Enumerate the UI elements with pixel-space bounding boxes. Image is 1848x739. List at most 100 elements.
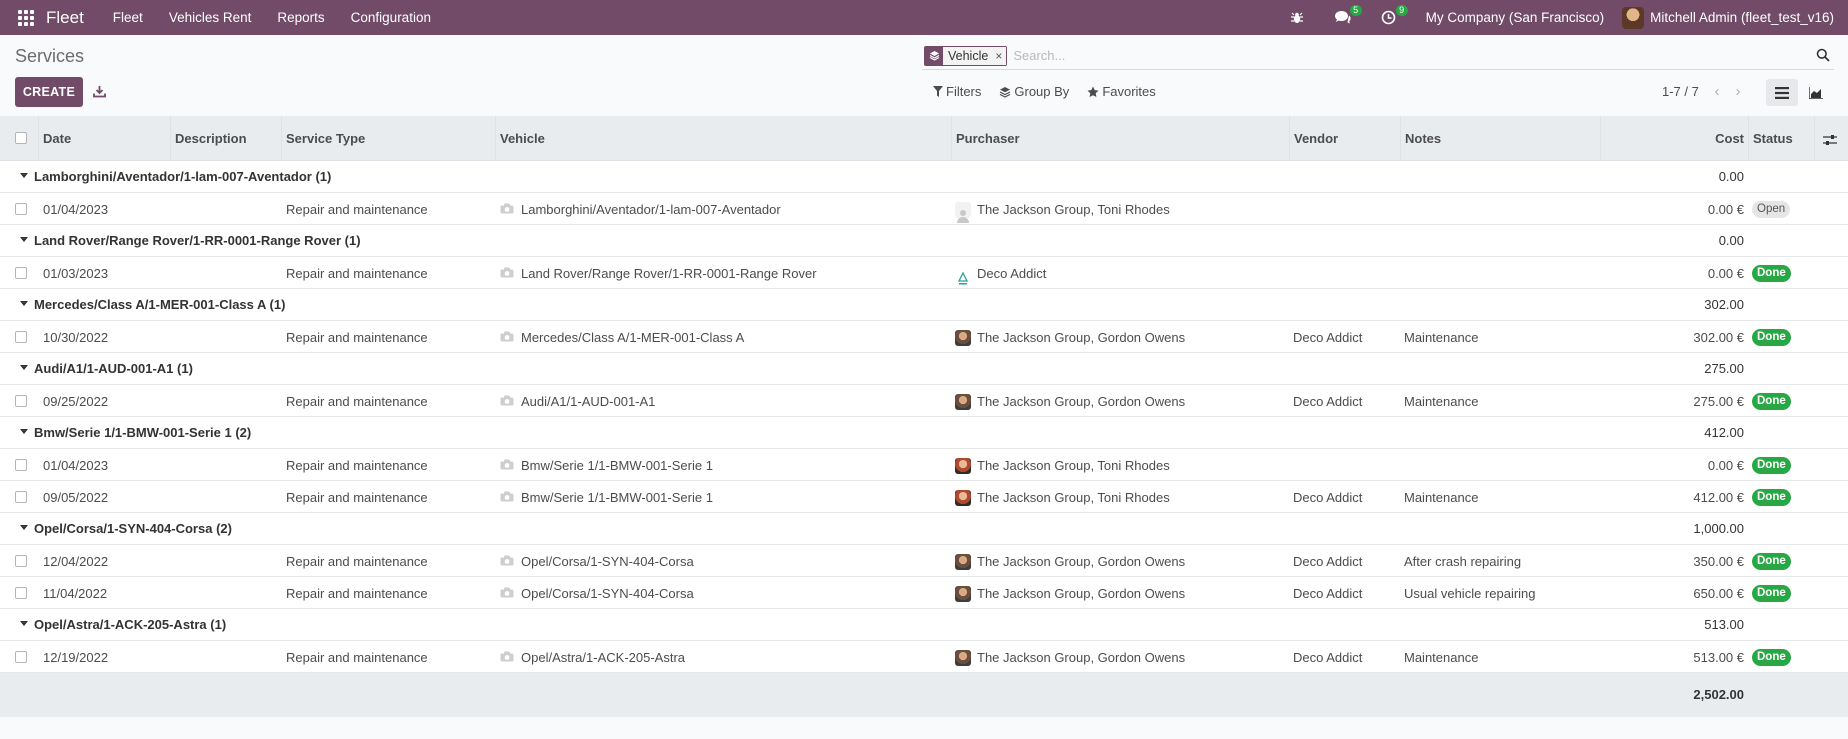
column-header-purchaser[interactable]: Purchaser [951, 116, 1020, 161]
groupby-toggle[interactable]: Group By [999, 84, 1069, 99]
group-row[interactable]: Land Rover/Range Rover/1-RR-0001-Range R… [0, 225, 1848, 257]
row-checkbox[interactable] [15, 555, 27, 567]
graph-view-button[interactable] [1800, 79, 1832, 106]
group-label: Opel/Corsa/1-SYN-404-Corsa (2) [34, 521, 232, 536]
table-row[interactable]: 01/04/2023 Repair and maintenance Bmw/Seri… [0, 449, 1848, 481]
menu-item-vehicles-rent[interactable]: Vehicles Rent [168, 10, 252, 25]
cell-cost: 412.00 € [1693, 490, 1744, 505]
apps-menu-icon[interactable] [14, 6, 38, 30]
row-checkbox[interactable] [15, 587, 27, 599]
cell-service-type: Repair and maintenance [286, 202, 428, 217]
menu-item-configuration[interactable]: Configuration [350, 10, 431, 25]
table-row[interactable]: 01/03/2023 Repair and maintenance Land Rov… [0, 257, 1848, 289]
cell-service-type: Repair and maintenance [286, 554, 428, 569]
group-label: Lamborghini/Aventador/1-lam-007-Aventado… [34, 169, 332, 184]
status-badge: Done [1752, 553, 1791, 570]
table-row[interactable]: 12/04/2022 Repair and maintenance Opel/Cor… [0, 545, 1848, 577]
facet-remove-icon[interactable]: × [993, 46, 1007, 65]
filters-label: Filters [946, 84, 982, 99]
group-row[interactable]: Opel/Astra/1-ACK-205-Astra (1) 513.00 [0, 609, 1848, 641]
pager-next-icon[interactable]: › [1735, 83, 1741, 100]
list-view-icon [1775, 86, 1789, 99]
activities-clock-icon[interactable]: 9 [1374, 0, 1408, 35]
column-header-service-type[interactable]: Service Type [281, 116, 365, 161]
user-name: Mitchell Admin (fleet_test_v16) [1650, 10, 1834, 25]
purchaser-name: The Jackson Group, Gordon Owens [977, 650, 1186, 665]
group-row[interactable]: Audi/A1/1-AUD-001-A1 (1) 275.00 [0, 353, 1848, 385]
search-input[interactable] [1013, 48, 1794, 63]
column-header-cost[interactable]: Cost [1600, 116, 1748, 161]
table-row[interactable]: 12/19/2022 Repair and maintenance Opel/Ast… [0, 641, 1848, 673]
app-brand[interactable]: Fleet [46, 7, 84, 27]
column-header-status[interactable]: Status [1748, 116, 1793, 161]
company-switcher[interactable]: My Company (San Francisco) [1425, 10, 1605, 25]
favorites-toggle[interactable]: Favorites [1087, 84, 1156, 99]
list-header: Date Description Service Type Vehicle Pu… [0, 116, 1848, 161]
user-menu[interactable]: Mitchell Admin (fleet_test_v16) [1622, 6, 1834, 29]
table-row[interactable]: 09/25/2022 Repair and maintenance Audi/A1/… [0, 385, 1848, 417]
group-label: Audi/A1/1-AUD-001-A1 (1) [34, 361, 193, 376]
messages-chat-icon[interactable]: 5 [1328, 0, 1362, 35]
cell-date: 12/04/2022 [43, 554, 109, 569]
row-checkbox[interactable] [15, 331, 27, 343]
status-badge: Done [1752, 329, 1791, 346]
table-row[interactable]: 01/04/2023 Repair and maintenance Lamborgh… [0, 193, 1848, 225]
column-header-notes[interactable]: Notes [1400, 116, 1441, 161]
column-header-date[interactable]: Date [38, 116, 71, 161]
status-badge: Done [1752, 265, 1791, 282]
select-all-checkbox[interactable] [15, 132, 27, 144]
camera-icon [500, 577, 514, 610]
optional-columns-toggle[interactable] [1814, 116, 1848, 161]
group-label: Opel/Astra/1-ACK-205-Astra (1) [34, 617, 227, 632]
status-badge: Done [1752, 585, 1791, 602]
row-checkbox[interactable] [15, 651, 27, 663]
menu-item-fleet[interactable]: Fleet [112, 10, 143, 25]
group-row[interactable]: Lamborghini/Aventador/1-lam-007-Aventado… [0, 161, 1848, 193]
cell-service-type: Repair and maintenance [286, 266, 428, 281]
caret-down-icon [20, 620, 28, 626]
search-facet-groupby[interactable]: Vehicle × [924, 45, 1008, 66]
cell-service-type: Repair and maintenance [286, 330, 428, 345]
vehicle-name: Opel/Astra/1-ACK-205-Astra [521, 650, 686, 665]
group-row[interactable]: Bmw/Serie 1/1-BMW-001-Serie 1 (2) 412.00 [0, 417, 1848, 449]
caret-down-icon [20, 300, 28, 306]
debug-bug-icon[interactable] [1282, 0, 1312, 35]
group-total: 1,000.00 [1693, 521, 1744, 536]
row-checkbox[interactable] [15, 491, 27, 503]
group-row[interactable]: Mercedes/Class A/1-MER-001-Class A (1) 30… [0, 289, 1848, 321]
table-row[interactable]: 11/04/2022 Repair and maintenance Opel/Cor… [0, 577, 1848, 609]
layers-icon [925, 46, 943, 65]
search-icon[interactable] [1816, 48, 1830, 65]
create-button[interactable]: CREATE [15, 77, 83, 107]
table-row[interactable]: 10/30/2022 Repair and maintenance Mercedes… [0, 321, 1848, 353]
menu-item-reports[interactable]: Reports [277, 10, 325, 25]
camera-icon [500, 257, 514, 290]
pager-previous-icon[interactable]: ‹ [1714, 83, 1720, 100]
column-header-description[interactable]: Description [170, 116, 247, 161]
row-checkbox[interactable] [15, 203, 27, 215]
export-download-icon[interactable] [90, 82, 108, 100]
cell-service-type: Repair and maintenance [286, 650, 428, 665]
column-header-vehicle[interactable]: Vehicle [495, 116, 545, 161]
pager-value[interactable]: 1-7 / 7 [1662, 84, 1699, 99]
cell-cost: 0.00 € [1707, 458, 1744, 473]
purchaser-name: The Jackson Group, Toni Rhodes [977, 202, 1170, 217]
group-row[interactable]: Opel/Corsa/1-SYN-404-Corsa (2) 1,000.00 [0, 513, 1848, 545]
layers-icon [1000, 86, 1011, 98]
cell-date: 01/04/2023 [43, 202, 109, 217]
cell-service-type: Repair and maintenance [286, 490, 428, 505]
table-row[interactable]: 09/05/2022 Repair and maintenance Bmw/Seri… [0, 481, 1848, 513]
cell-cost: 275.00 € [1693, 394, 1744, 409]
group-total: 275.00 [1704, 361, 1744, 376]
cell-vendor: Deco Addict [1293, 554, 1363, 569]
column-header-vendor[interactable]: Vendor [1289, 116, 1338, 161]
list-view-button[interactable] [1766, 79, 1798, 106]
top-navbar: Fleet Fleet Vehicles Rent Reports Config… [0, 0, 1848, 35]
caret-down-icon [20, 428, 28, 434]
row-checkbox[interactable] [15, 395, 27, 407]
filters-toggle[interactable]: Filters [933, 84, 981, 99]
camera-icon [500, 321, 514, 354]
cell-date: 12/19/2022 [43, 650, 109, 665]
row-checkbox[interactable] [15, 267, 27, 279]
row-checkbox[interactable] [15, 459, 27, 471]
